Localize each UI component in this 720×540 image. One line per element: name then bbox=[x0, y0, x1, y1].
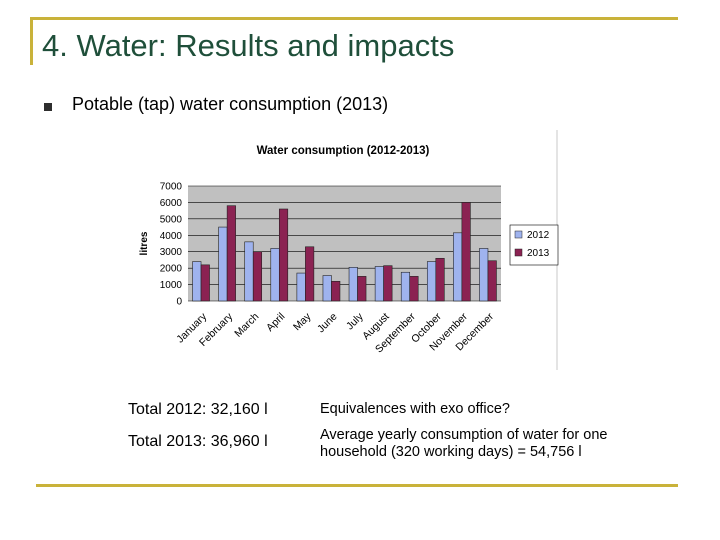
y-tick-label: 4000 bbox=[160, 231, 183, 242]
slide-title: 4. Water: Results and impacts bbox=[42, 28, 455, 63]
x-tick-label: April bbox=[264, 311, 287, 334]
y-tick-label: 6000 bbox=[160, 198, 183, 209]
bullet-text: Potable (tap) water consumption (2013) bbox=[72, 94, 389, 114]
bar-2012-september bbox=[400, 271, 411, 302]
bar-2012-august bbox=[374, 266, 384, 302]
total-2012: Total 2012: 32,160 l bbox=[128, 401, 268, 418]
bar-2012-january bbox=[192, 261, 202, 302]
bar-2013-december bbox=[487, 260, 497, 302]
y-tick-label: 0 bbox=[176, 297, 182, 308]
bar-2012-june bbox=[322, 275, 332, 302]
bar-2013-march bbox=[252, 251, 263, 302]
bar-2013-august bbox=[383, 265, 393, 302]
bullet-square-icon bbox=[44, 103, 52, 111]
bar-2013-may bbox=[305, 246, 315, 302]
legend-label-2013: 2013 bbox=[527, 248, 550, 259]
top-accent-line bbox=[30, 17, 678, 20]
x-tick-label: May bbox=[291, 310, 314, 333]
chart-svg: Water consumption (2012-2013) 0 1000 2000 30… bbox=[139, 130, 559, 370]
bar-2013-october bbox=[435, 257, 445, 302]
y-tick-label: 7000 bbox=[160, 182, 183, 193]
x-tick-label: July bbox=[344, 310, 366, 332]
equivalences-heading: Equivalences with exo office? bbox=[320, 401, 510, 417]
y-tick-label: 1000 bbox=[160, 280, 183, 291]
bar-2013-february bbox=[226, 205, 236, 302]
bar-2012-november bbox=[453, 232, 463, 302]
bottom-accent-line bbox=[36, 484, 678, 487]
y-axis-label: litres bbox=[139, 231, 150, 255]
bar-2012-december bbox=[479, 248, 489, 302]
y-tick-label: 2000 bbox=[160, 264, 183, 275]
water-consumption-chart: Water consumption (2012-2013) 0 1000 2000 30… bbox=[134, 130, 559, 370]
bar-2012-march bbox=[244, 241, 254, 302]
bar-2013-june bbox=[331, 280, 341, 302]
bar-2013-april bbox=[278, 208, 289, 302]
total-2013: Total 2013: 36,960 l bbox=[128, 433, 268, 450]
y-tick-label: 5000 bbox=[160, 214, 183, 225]
legend-label-2012: 2012 bbox=[527, 230, 550, 241]
x-tick-label: June bbox=[315, 311, 340, 336]
bar-2013-november bbox=[461, 202, 471, 302]
left-accent-line bbox=[30, 17, 33, 65]
x-tick-label: March bbox=[232, 311, 261, 340]
bar-2012-may bbox=[296, 272, 306, 302]
bar-2013-january bbox=[200, 264, 210, 302]
bar-2013-july bbox=[357, 276, 367, 302]
plot-area-background bbox=[188, 186, 501, 301]
legend-swatch-2013 bbox=[514, 248, 523, 257]
bar-2012-february bbox=[218, 226, 228, 302]
chart-title: Water consumption (2012-2013) bbox=[257, 145, 430, 157]
equivalences-text: Average yearly consumption of water for … bbox=[320, 427, 608, 460]
legend-swatch-2012 bbox=[514, 230, 523, 239]
bar-2012-october bbox=[426, 261, 437, 302]
bar-2012-april bbox=[270, 248, 280, 302]
bar-2013-september bbox=[409, 276, 419, 302]
y-tick-label: 3000 bbox=[160, 247, 183, 258]
bar-2012-july bbox=[348, 267, 358, 302]
